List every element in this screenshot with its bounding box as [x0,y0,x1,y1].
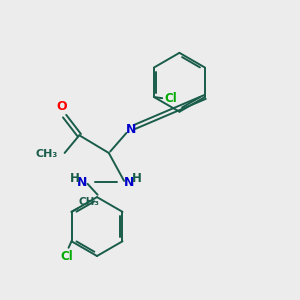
Text: N: N [126,123,136,136]
Text: O: O [56,100,67,113]
Text: Cl: Cl [61,250,74,263]
Text: CH₃: CH₃ [79,197,100,207]
Text: CH₃: CH₃ [35,149,57,159]
Text: N: N [124,176,134,189]
Text: Cl: Cl [164,92,177,105]
Text: H: H [70,172,80,185]
Text: N: N [77,176,88,189]
Text: H: H [132,172,142,185]
